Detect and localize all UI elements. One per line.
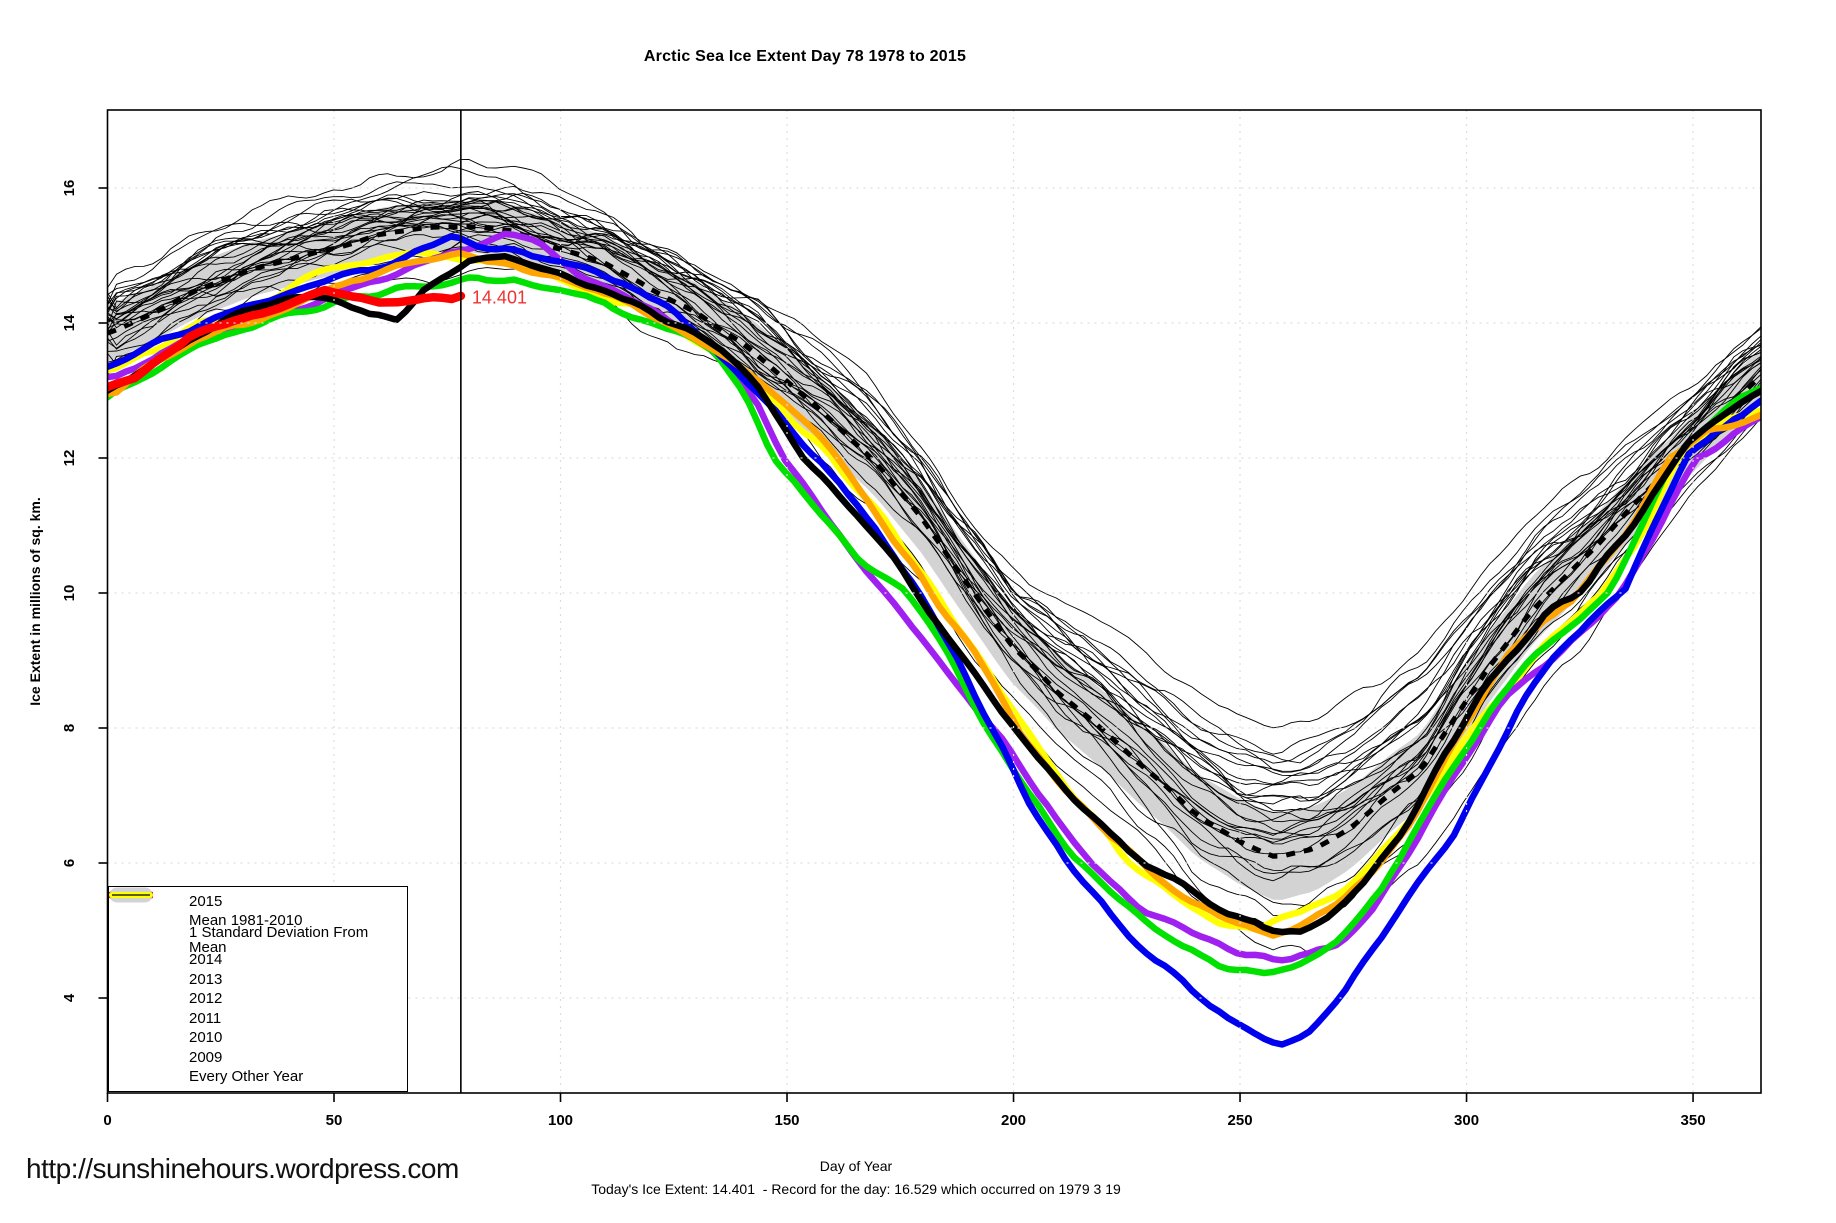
legend-swatch [109,892,175,929]
legend-item-label: 2009 [189,1048,223,1066]
series-2010 [107,230,1761,964]
year-line-2006 [107,240,1761,907]
series-2014 [107,253,1761,936]
year-line-1997 [107,216,1761,823]
legend-item: 2011 [109,892,407,1028]
series-2011 [107,274,1761,977]
x-tick-label: 350 [1681,1112,1706,1129]
legend-swatch [109,892,175,987]
gridlines [107,110,1761,1093]
y-axis-ticks: 4 6 8 10 12 14 16 [61,180,108,1002]
legend-item: 2015 [109,891,407,911]
x-tick-label: 0 [103,1112,111,1129]
legend-item-label: Mean 1981-2010 [189,912,303,930]
plot-contents [107,110,1761,1093]
x-axis-label: Day of Year [819,1158,893,1174]
year-line-1983 [107,196,1761,772]
ice-extent-value-label: 14.401 [472,287,527,307]
legend-item: Every Other Year [109,894,407,1086]
y-tick-label: 4 [61,993,78,1002]
year-line-1990 [107,206,1761,836]
y-tick-label: 6 [61,859,78,867]
y-tick-label: 10 [61,585,78,602]
year-line-1986 [107,205,1761,785]
axis-box [106,109,1762,1094]
status-line: Today's Ice Extent: 14.401 - Record for … [591,1181,1121,1197]
legend-item-label: 1 Standard Deviation From Mean [189,924,369,957]
legend-swatch [109,892,175,968]
legend-item: 2014 [109,892,407,969]
legend-item: 2010 [109,892,407,1047]
legend-swatch [109,887,175,948]
legend: 2015 Mean 1981-2010 1 Standard Deviation F… [108,886,408,1092]
legend-item: 2013 [109,892,407,989]
x-tick-label: 150 [775,1112,800,1129]
year-line-1994 [107,199,1761,802]
year-line-1978 [107,181,1761,764]
year-line-1984 [107,205,1761,787]
year-line-1979 [107,166,1761,729]
mean-line [107,224,1761,859]
year-line-1998 [107,200,1761,855]
y-axis-title: Ice Extent in millions of sq. km. [27,497,43,706]
x-tick-label: 300 [1454,1112,1479,1129]
legend-item-label: 2015 [189,892,223,910]
y-tick-label: 14 [61,314,78,331]
x-tick-label: 50 [326,1112,343,1129]
legend-swatch [109,892,175,1046]
year-line-1992 [107,201,1761,812]
x-tick-label: 100 [548,1112,573,1129]
legend-item-label: 2012 [189,990,223,1008]
y-tick-label: 16 [61,180,78,197]
legend-item-label: 2014 [189,951,223,969]
x-tick-label: 200 [1001,1112,1026,1129]
legend-item: 2012 [109,892,407,1008]
legend-item-label: Every Other Year [189,1068,304,1086]
legend-swatch [109,892,175,1026]
x-tick-label: 250 [1228,1112,1253,1129]
legend-swatch [109,892,175,1065]
legend-item: 1 Standard Deviation From Mean [109,887,407,955]
legend-swatch [112,894,175,1085]
y-tick-label: 8 [61,724,78,732]
y-tick-label: 12 [61,450,78,467]
legend-item-label: 2010 [189,1029,223,1047]
legend-item: 2009 [109,892,407,1067]
x-axis-ticks: 0 50 100 150 200 250 300 350 [103,1093,1706,1129]
legend-item-label: 2011 [189,1009,222,1027]
site-url: http://sunshinehours.wordpress.com [26,1153,459,1184]
series-2015 [107,285,466,392]
chart-title: Arctic Sea Ice Extent Day 78 1978 to 201… [643,48,967,65]
std-deviation-band [107,200,1761,900]
year-line-1982 [107,159,1761,755]
legend-item-label: 2013 [189,970,223,988]
year-line-2001 [107,207,1761,836]
legend-swatch [109,892,175,1007]
